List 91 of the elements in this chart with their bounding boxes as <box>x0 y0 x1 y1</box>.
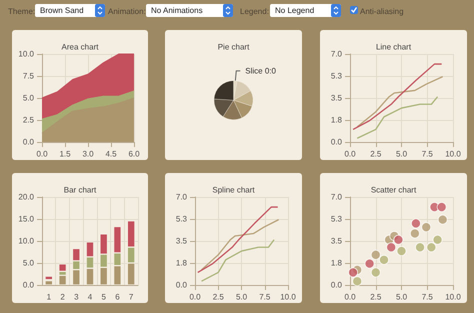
line-series <box>200 218 280 271</box>
y-tick-label: 1.8 <box>330 116 343 124</box>
text: Anti-aliasing <box>360 7 404 16</box>
x-tick-label: 4.5 <box>105 150 118 158</box>
point <box>411 218 421 228</box>
bar <box>58 264 66 272</box>
chart-title: Line chart <box>376 42 412 52</box>
chart-title: Pie chart <box>218 42 250 52</box>
line-series <box>352 63 442 130</box>
text: Brown Sand <box>40 6 84 15</box>
y-tick-label: 3.5 <box>330 94 343 102</box>
x-tick-label: 5.0 <box>236 292 248 302</box>
y-tick-label: 0.0 <box>22 280 35 290</box>
y-tick-label: 5.0 <box>22 258 35 268</box>
point <box>394 234 404 245</box>
y-tick-label: 5.3 <box>176 214 188 224</box>
point <box>415 242 425 252</box>
y-tick-label: 0.0 <box>22 138 35 146</box>
point <box>386 242 396 252</box>
point <box>370 268 381 278</box>
y-tick-label: 20.0 <box>18 192 35 202</box>
x-tick-label: 5.0 <box>396 292 408 302</box>
x-tick-label: 2 <box>60 292 66 302</box>
y-tick-label: 15.0 <box>18 214 35 224</box>
x-tick-label: 1 <box>46 292 52 302</box>
x-tick-label: 6 <box>115 292 120 302</box>
chart-title: Spline chart <box>212 186 256 194</box>
point <box>432 234 442 245</box>
x-tick-label: 0.0 <box>36 150 48 158</box>
text: No Animations <box>151 6 203 15</box>
point <box>348 268 358 278</box>
point <box>438 214 448 225</box>
point <box>421 222 432 232</box>
y-tick-label: 7.5 <box>22 72 35 80</box>
y-tick-label: 1.8 <box>330 258 343 268</box>
x-tick-label: 2.5 <box>370 292 382 302</box>
line-series <box>356 76 444 128</box>
chart-title: Bar chart <box>64 186 97 194</box>
x-tick-label: 0.0 <box>189 292 202 302</box>
point <box>352 276 362 286</box>
x-tick-label: 10.0 <box>280 292 296 302</box>
y-tick-label: 0.0 <box>330 280 343 290</box>
y-tick-label: 5.3 <box>330 72 343 80</box>
y-tick-label: 5.0 <box>22 94 35 102</box>
y-tick-label: 2.5 <box>22 116 35 124</box>
y-tick-label: 0.0 <box>330 138 343 146</box>
text: No Legend <box>275 6 314 15</box>
x-tick-label: 7 <box>128 292 134 302</box>
x-tick-label: 1.5 <box>59 150 72 158</box>
y-tick-label: 1.8 <box>176 258 188 268</box>
y-tick-label: 0.0 <box>176 280 188 290</box>
line-series <box>356 96 438 139</box>
x-tick-label: 10.0 <box>445 292 462 302</box>
x-tick-label: 7.5 <box>422 150 434 158</box>
x-tick-label: 0.0 <box>344 150 356 158</box>
point <box>426 242 436 252</box>
point <box>370 250 381 260</box>
point <box>410 228 420 238</box>
y-tick-label: 3.5 <box>176 236 188 246</box>
slice-label: Slice 0:0 <box>245 66 277 76</box>
y-tick-label: 7.0 <box>330 50 343 58</box>
x-tick-label: 3 <box>74 292 80 302</box>
x-tick-label: 4 <box>88 292 93 302</box>
y-tick-label: 3.5 <box>330 236 343 246</box>
y-tick-label: 7.0 <box>176 192 188 202</box>
x-tick-label: 2.5 <box>212 292 224 302</box>
x-tick-label: 5 <box>101 292 106 302</box>
x-tick-label: 3.0 <box>82 150 94 158</box>
text: Theme: <box>8 7 36 16</box>
y-tick-label: 10.0 <box>18 236 35 246</box>
x-tick-label: 5.0 <box>396 150 408 158</box>
bar <box>58 275 66 285</box>
text: Legend: <box>240 7 269 16</box>
y-tick-label: 5.3 <box>330 214 343 224</box>
chart-title: Scatter chart <box>370 186 417 194</box>
line-series <box>200 239 275 282</box>
x-tick-label: 7.5 <box>422 292 434 302</box>
x-tick-label: 7.5 <box>259 292 271 302</box>
y-tick-label: 10.0 <box>18 50 35 58</box>
y-tick-label: 7.0 <box>330 192 343 202</box>
chart-title: Area chart <box>62 42 100 52</box>
x-tick-label: 10.0 <box>445 150 462 158</box>
point <box>436 202 447 212</box>
x-tick-label: 6.0 <box>128 150 140 158</box>
point <box>364 258 374 269</box>
point <box>379 254 389 265</box>
x-tick-label: 2.5 <box>370 150 382 158</box>
x-tick-label: 0.0 <box>344 292 356 302</box>
point <box>396 246 406 256</box>
text: Animation: <box>108 7 146 16</box>
line-series <box>197 206 278 274</box>
